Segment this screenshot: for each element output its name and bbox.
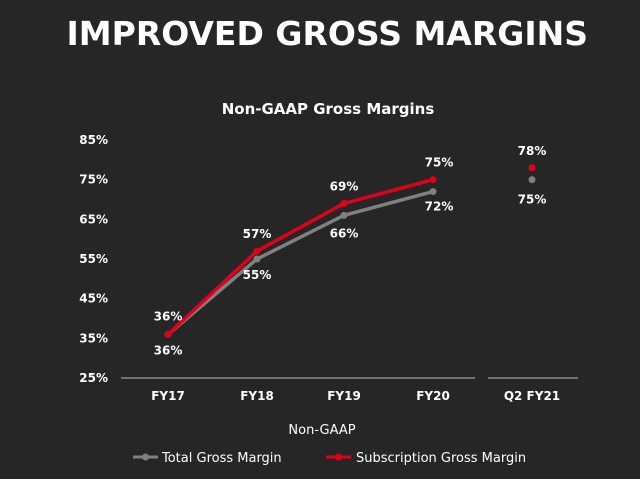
y-tick-label: 65% (79, 212, 108, 226)
x-tick-label: FY18 (240, 389, 274, 403)
data-point (429, 176, 437, 184)
slide-title: IMPROVED GROSS MARGINS (66, 14, 588, 53)
y-tick-label: 75% (79, 173, 108, 187)
series-line (166, 177, 434, 336)
y-tick-label: 35% (79, 331, 108, 345)
data-label: 75% (425, 156, 454, 170)
x-tick-label: FY19 (327, 389, 361, 403)
legend-label: Subscription Gross Margin (356, 451, 526, 466)
data-labels: 36% 55% 66% 72% 75% 36% 57% 69% 75% 78% (154, 144, 547, 358)
data-point (528, 164, 536, 172)
legend-swatch-marker (335, 453, 342, 461)
x-axis-labels: FY17 FY18 FY19 FY20 Q2 FY21 (151, 389, 560, 403)
data-label: 55% (243, 268, 272, 282)
chart-title: Non-GAAP Gross Margins (222, 100, 435, 118)
data-point (340, 199, 348, 207)
legend: Total Gross Margin Subscription Gross Mar… (133, 451, 526, 466)
y-tick-label: 45% (79, 292, 108, 306)
data-label: 57% (243, 227, 272, 241)
data-label: 36% (154, 343, 183, 357)
x-tick-label: Q2 FY21 (504, 389, 560, 403)
x-axis-title: Non-GAAP (288, 423, 355, 438)
series-layer (164, 164, 536, 338)
data-point (164, 330, 172, 338)
legend-swatch-marker (142, 453, 149, 461)
y-axis: 85% 75% 65% 55% 45% 35% 25% (79, 133, 108, 385)
data-label: 78% (518, 144, 547, 158)
data-label: 75% (518, 193, 547, 207)
x-tick-label: FY17 (151, 389, 185, 403)
y-tick-label: 25% (79, 371, 108, 385)
data-label: 36% (154, 309, 183, 323)
legend-label: Total Gross Margin (161, 451, 282, 466)
series-line (166, 189, 434, 336)
data-label: 72% (425, 200, 454, 214)
data-point (528, 176, 536, 184)
x-tick-label: FY20 (416, 389, 450, 403)
y-tick-label: 85% (79, 133, 108, 147)
data-point (253, 247, 261, 255)
data-label: 66% (330, 226, 359, 240)
data-point (253, 255, 261, 263)
data-point (340, 211, 348, 219)
data-label: 69% (330, 179, 359, 193)
data-point (429, 188, 437, 196)
y-tick-label: 55% (79, 252, 108, 266)
